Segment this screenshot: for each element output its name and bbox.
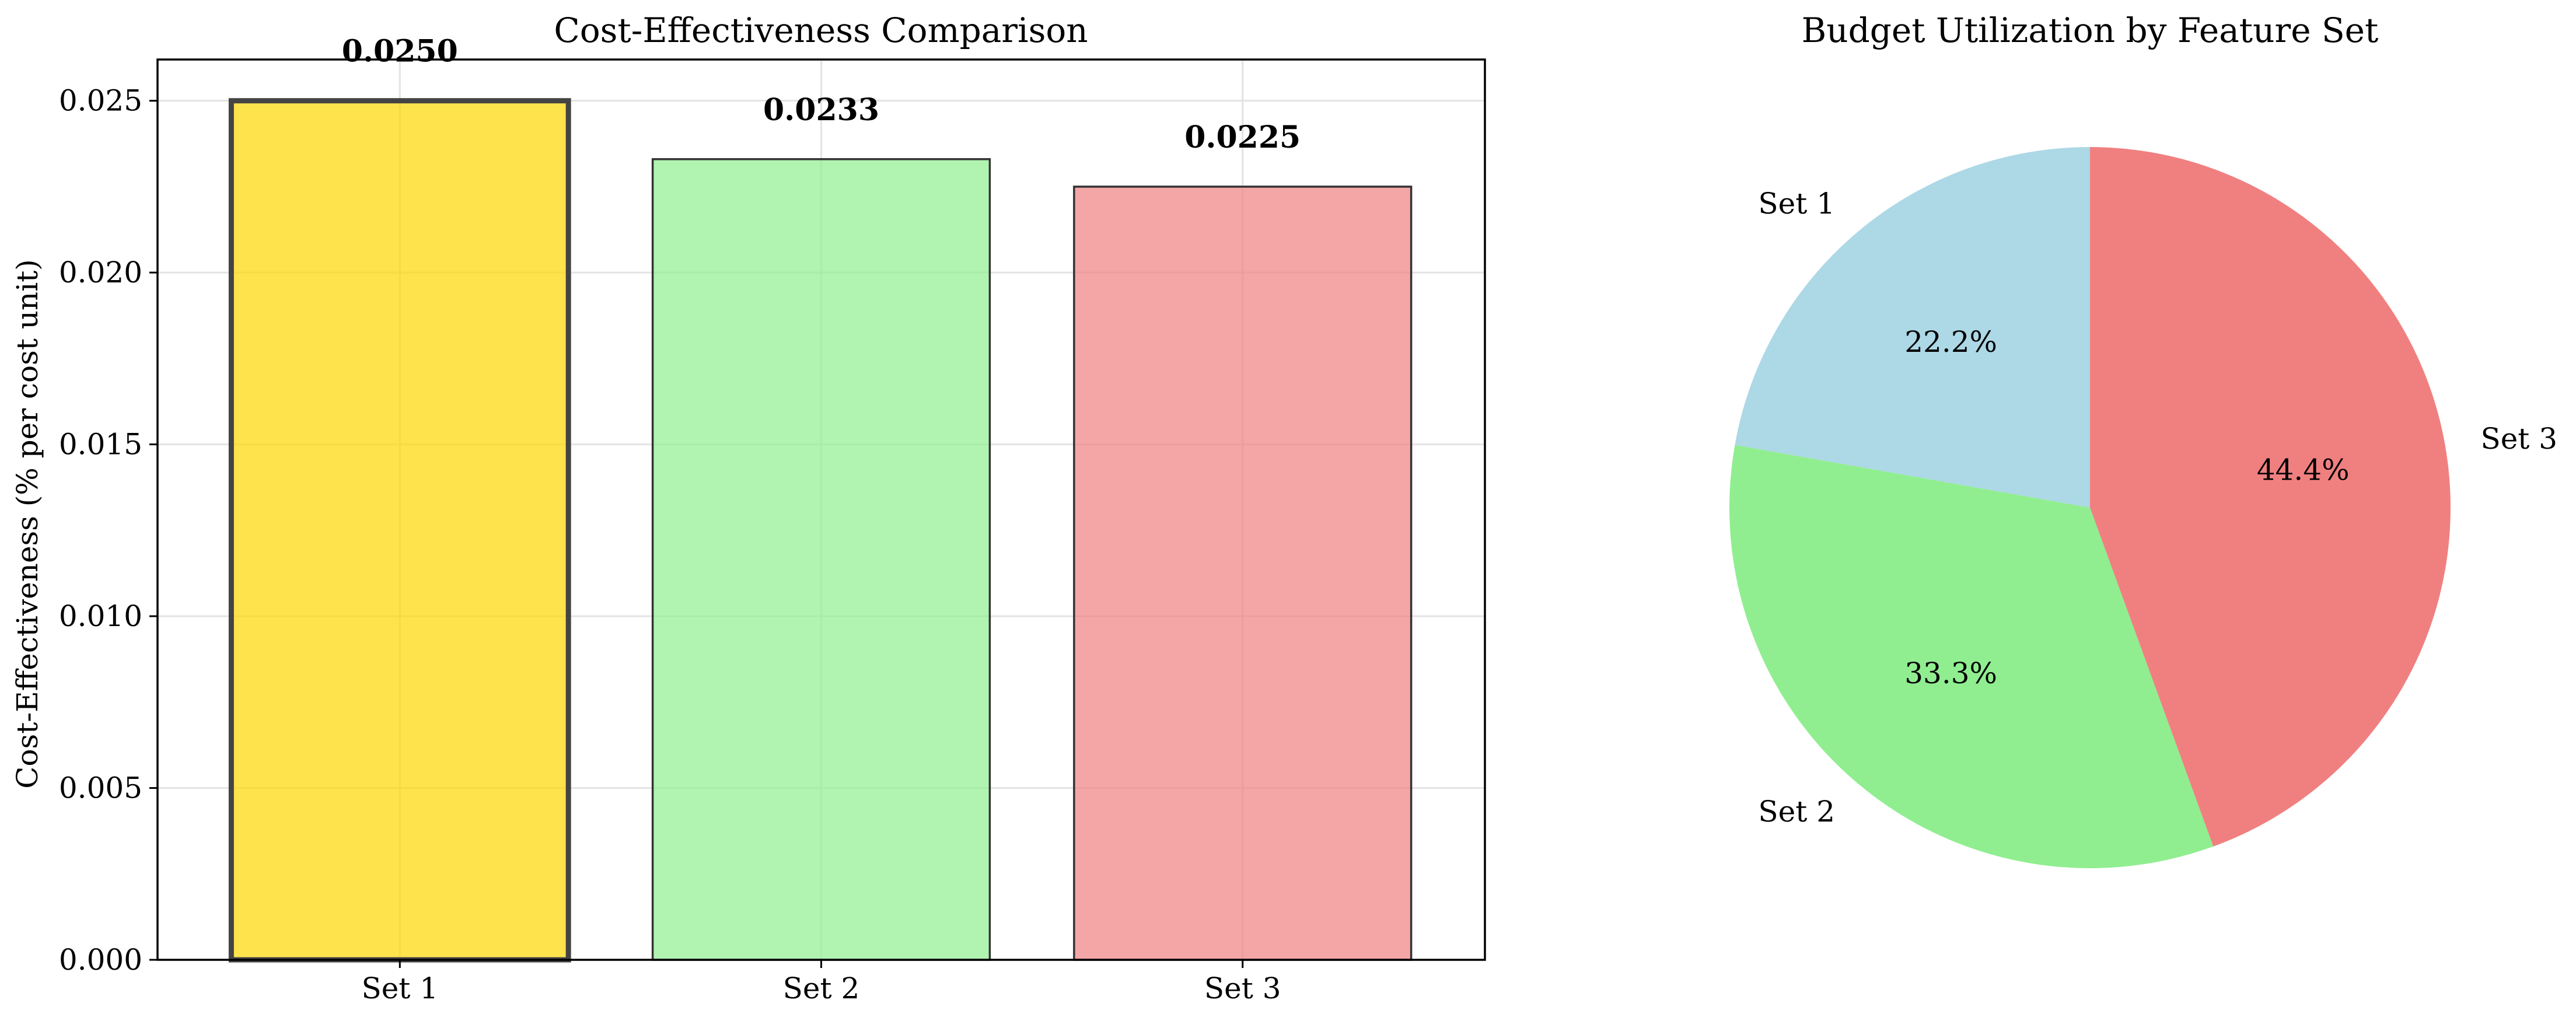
bar-value-label: 0.0233 — [763, 92, 879, 128]
bar-chart-title: Cost-Effectiveness Comparison — [554, 11, 1088, 50]
bar-y-tick-label: 0.010 — [59, 599, 142, 633]
bar-y-tick-label: 0.020 — [59, 256, 142, 289]
pie-slice-label: Set 3 — [2480, 422, 2557, 456]
bar-set-3 — [1073, 186, 1413, 961]
bar-value-label: 0.0250 — [342, 34, 458, 69]
pie-slice-set-1 — [1735, 147, 2090, 508]
pie-chart-title: Budget Utilization by Feature Set — [1802, 11, 2379, 50]
bar-y-tick-label: 0.005 — [59, 771, 142, 805]
bar-chart: Cost-Effectiveness Comparison 0.000 0.005… — [11, 11, 1486, 1005]
bar-x-tick-label: Set 1 — [361, 971, 438, 1005]
bar-x-tick-label: Set 2 — [783, 971, 860, 1005]
pie-chart: Budget Utilization by Feature Set 22.2% 3… — [1729, 11, 2557, 868]
pie-percent-label: 33.3% — [1904, 656, 1997, 690]
bar-y-tick-label: 0.015 — [59, 428, 142, 462]
bar-set-1 — [228, 98, 571, 963]
pie-slices — [1729, 147, 2451, 868]
pie-slice-set-2 — [1729, 445, 2214, 868]
pie-slice-label: Set 2 — [1758, 795, 1835, 829]
pie-percent-label: 44.4% — [2257, 453, 2350, 487]
bar-value-label: 0.0225 — [1184, 120, 1301, 155]
pie-percent-labels: 22.2% 33.3% 44.4% — [1904, 325, 2349, 690]
bar-value-labels: 0.0250 0.0233 0.0225 — [342, 34, 1301, 155]
pie-slice-labels: Set 1 Set 2 Set 3 — [1758, 187, 2557, 829]
bar-y-tick-label: 0.000 — [59, 943, 142, 977]
bar-y-tick-label: 0.025 — [59, 84, 142, 118]
pie-percent-label: 22.2% — [1904, 325, 1997, 359]
bar-y-axis-label: Cost-Effectiveness (% per cost unit) — [11, 259, 44, 789]
bar-x-axis: Set 1 Set 2 Set 3 — [361, 960, 1281, 1005]
pie-slice-label: Set 1 — [1758, 187, 1835, 221]
bar-x-tick-label: Set 3 — [1204, 971, 1281, 1005]
bar-set-2 — [651, 158, 991, 961]
bar-y-axis: 0.000 0.005 0.010 0.015 0.020 0.025 — [59, 84, 158, 977]
bar-series — [228, 98, 1413, 963]
pie-slice-set-3 — [2090, 147, 2451, 847]
